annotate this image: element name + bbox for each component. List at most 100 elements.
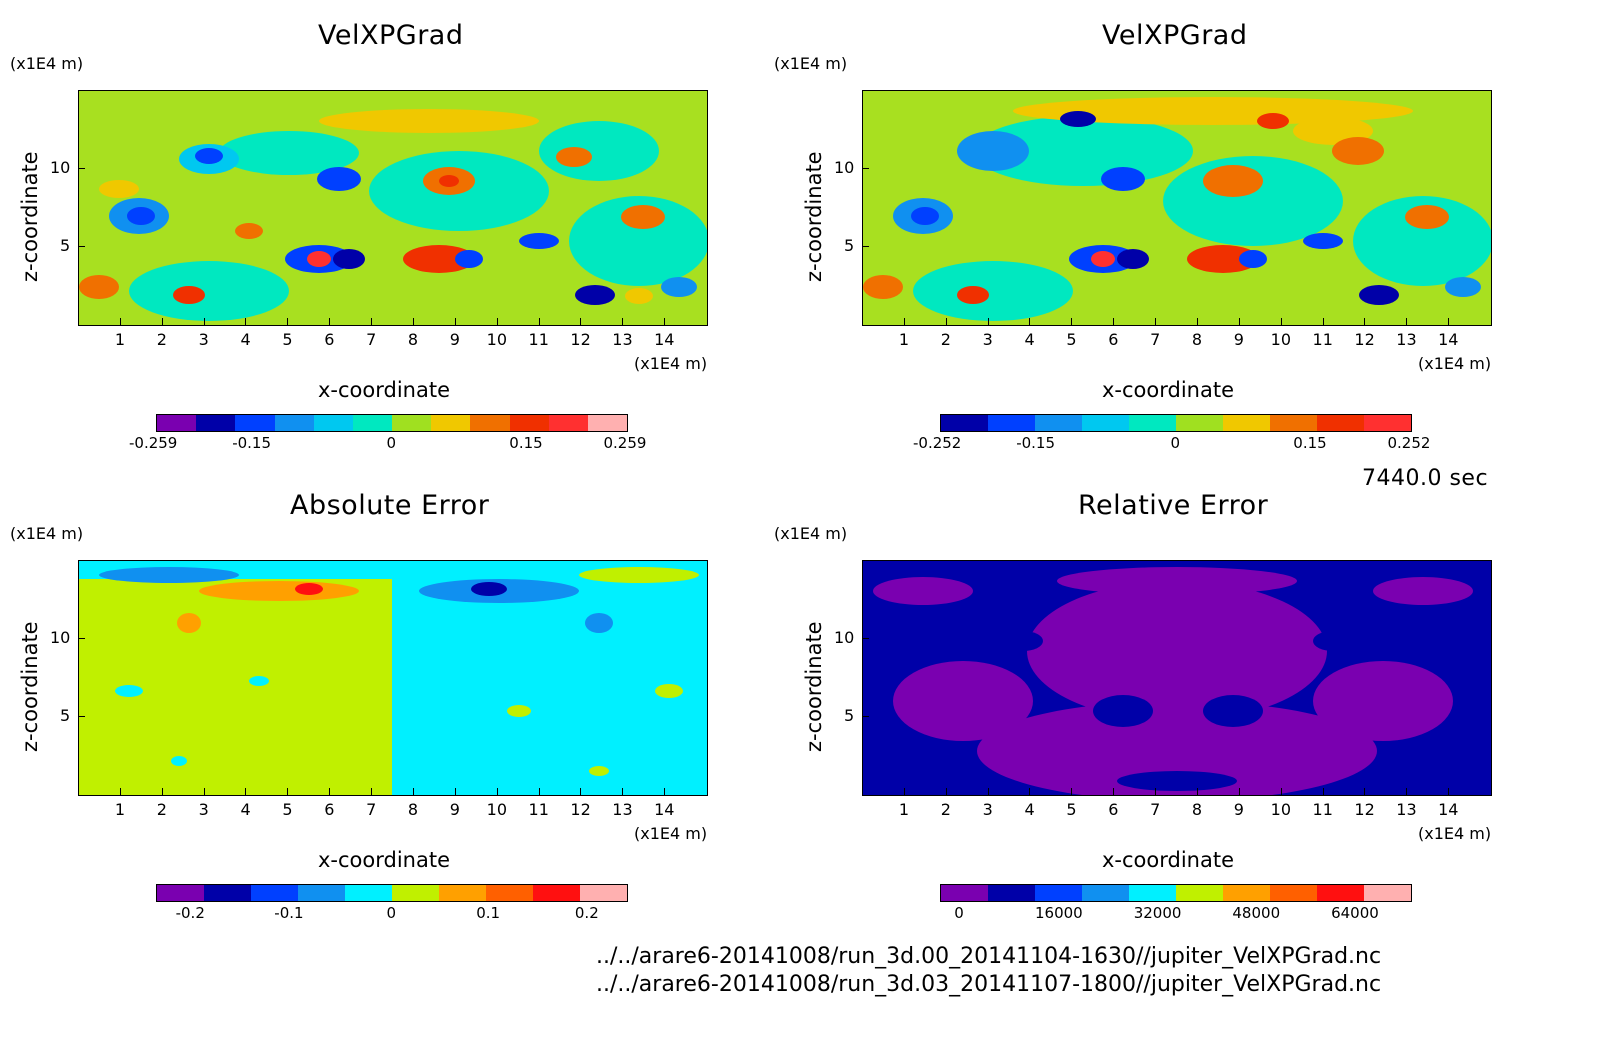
x-tick-mark [580, 318, 582, 325]
x-tick-label: 8 [1191, 800, 1203, 819]
panel2-y-label: z-coordinate [802, 151, 826, 282]
x-tick-label: 3 [982, 330, 993, 349]
colorbar-segment [587, 415, 628, 431]
x-tick-label: 4 [1024, 800, 1035, 819]
colorbar-segment [1035, 415, 1082, 431]
colorbar-segment [274, 415, 314, 431]
colorbar-segment [1035, 885, 1082, 901]
panel2-y-unit: (x1E4 m) [774, 54, 848, 73]
x-tick-mark [203, 788, 205, 795]
x-tick-mark [1364, 788, 1366, 795]
colorbar-segment [988, 415, 1035, 431]
colorbar-tick-label: 0 [1170, 434, 1181, 452]
x-tick-label: 9 [449, 330, 460, 349]
panel3-y-label: z-coordinate [18, 621, 42, 752]
panel3-y-unit: (x1E4 m) [10, 524, 84, 543]
colorbar-segment [1270, 885, 1317, 901]
colorbar-segment [1223, 885, 1270, 901]
x-tick-mark [538, 788, 540, 795]
colorbar-segment [345, 885, 392, 901]
x-tick-label: 11 [528, 330, 549, 349]
x-tick-label: 6 [1108, 330, 1119, 349]
colorbar-segment [392, 885, 439, 901]
panel3-plot-area [78, 560, 708, 796]
colorbar-segment [1129, 415, 1176, 431]
colorbar-segment [1364, 885, 1411, 901]
x-tick-label: 10 [486, 800, 508, 819]
x-tick-mark [119, 318, 121, 325]
x-tick-mark [1238, 788, 1240, 795]
x-tick-mark [203, 318, 205, 325]
x-tick-label: 13 [1396, 800, 1417, 819]
x-tick-label: 14 [654, 330, 675, 349]
panel4-x-unit: (x1E4 m) [1418, 824, 1492, 843]
panel1-heatmap [79, 91, 707, 325]
colorbar-segment [1223, 415, 1270, 431]
y-tick-mark [862, 168, 869, 169]
file-path-1: ../../arare6-20141008/run_3d.00_20141104… [596, 944, 1382, 969]
x-tick-label: 9 [1233, 800, 1244, 819]
x-tick-label: 7 [366, 800, 377, 819]
x-tick-mark [1406, 788, 1408, 795]
x-tick-label: 10 [1270, 800, 1292, 819]
x-tick-label: 10 [486, 330, 508, 349]
colorbar-segment [313, 415, 353, 431]
x-tick-mark [371, 318, 373, 325]
x-tick-label: 11 [528, 800, 549, 819]
panel4-colorbar [940, 884, 1412, 902]
x-tick-mark [1113, 788, 1115, 795]
x-tick-label: 11 [1312, 330, 1333, 349]
x-tick-label: 10 [1270, 330, 1292, 349]
colorbar-tick-label: 0 [386, 904, 397, 922]
x-tick-mark [161, 788, 163, 795]
x-tick-mark [664, 318, 666, 325]
x-tick-mark [329, 318, 331, 325]
colorbar-segment [204, 885, 251, 901]
colorbar-tick-label: 0.2 [574, 904, 599, 922]
x-tick-label: 3 [198, 800, 209, 819]
x-tick-mark [664, 788, 666, 795]
panel1-title: VelXPGrad [318, 20, 464, 51]
x-tick-label: 12 [570, 330, 591, 349]
x-tick-label: 8 [407, 330, 419, 349]
x-tick-mark [987, 788, 989, 795]
panel3-x-unit: (x1E4 m) [634, 824, 708, 843]
x-tick-label: 2 [940, 800, 951, 819]
y-tick-label: 10 [50, 628, 71, 647]
panel4-y-label: z-coordinate [802, 621, 826, 752]
colorbar-segment [1129, 885, 1176, 901]
y-tick-mark [862, 638, 869, 639]
x-tick-mark [245, 318, 247, 325]
panel2-x-label: x-coordinate [1102, 378, 1235, 402]
x-tick-label: 1 [898, 330, 910, 349]
colorbar-tick-label: 0.15 [509, 434, 543, 452]
x-tick-label: 12 [1354, 800, 1375, 819]
y-tick-mark [78, 168, 85, 169]
x-tick-label: 12 [1354, 330, 1375, 349]
panel1-x-label: x-coordinate [318, 378, 451, 402]
y-tick-label: 5 [60, 706, 71, 725]
panel3-heatmap [79, 561, 707, 795]
x-tick-mark [1364, 318, 1366, 325]
x-tick-mark [1155, 318, 1157, 325]
x-tick-mark [1196, 788, 1198, 795]
colorbar-tick-label: 16000 [1035, 904, 1083, 922]
colorbar-segment [509, 415, 549, 431]
colorbar-segment [235, 415, 275, 431]
colorbar-segment [157, 415, 197, 431]
x-tick-mark [1196, 318, 1198, 325]
x-tick-label: 1 [114, 800, 126, 819]
colorbar-tick-label: 0 [954, 904, 964, 922]
colorbar-segment [1082, 885, 1129, 901]
colorbar-segment [548, 415, 588, 431]
x-tick-mark [1448, 318, 1450, 325]
x-tick-mark [1071, 318, 1073, 325]
x-tick-label: 5 [1066, 800, 1077, 819]
colorbar-segment [431, 415, 471, 431]
colorbar-segment [1176, 415, 1223, 431]
colorbar-segment [157, 885, 204, 901]
colorbar-segment [1364, 415, 1411, 431]
y-tick-label: 5 [60, 236, 71, 255]
colorbar-segment [392, 415, 432, 431]
x-tick-mark [1238, 318, 1240, 325]
